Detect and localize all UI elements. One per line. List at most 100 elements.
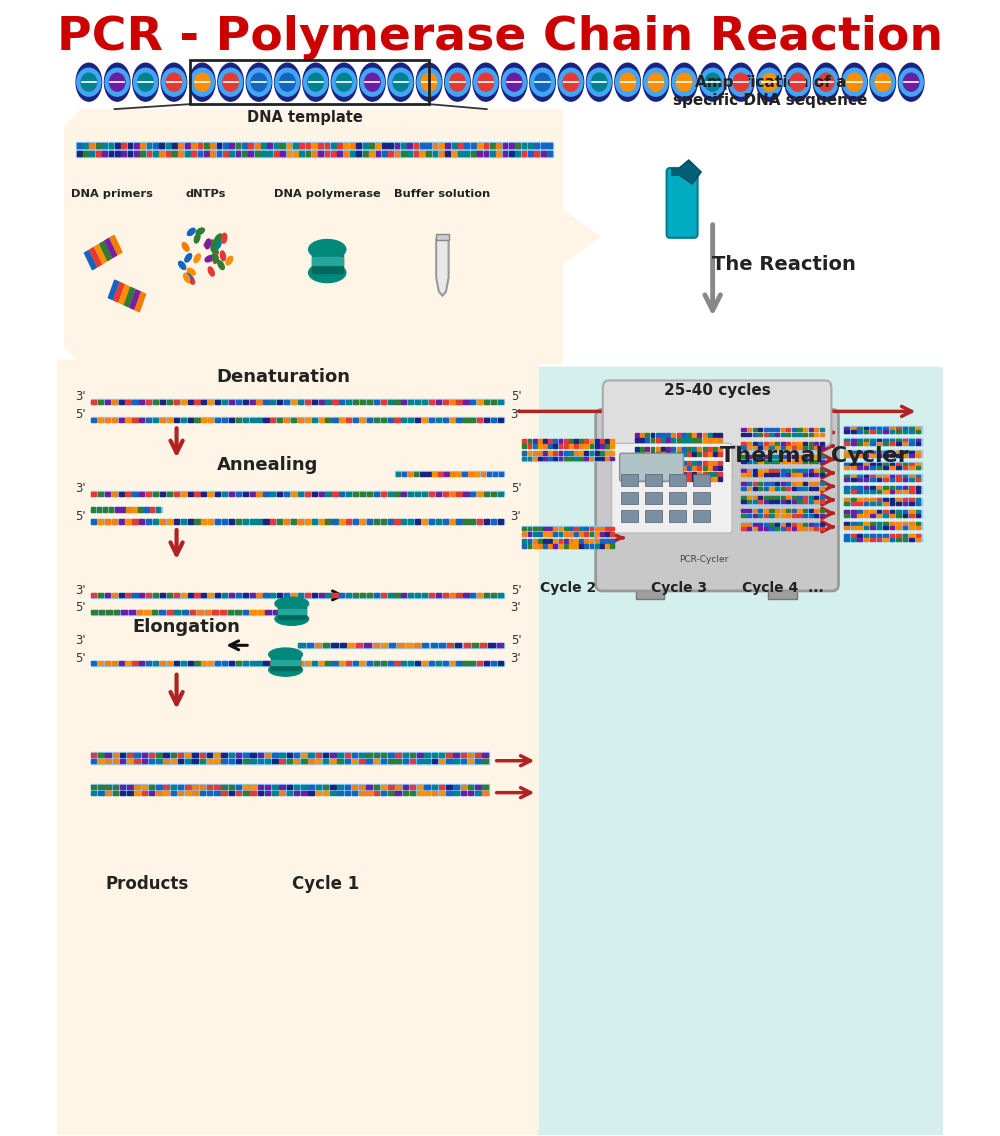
- Bar: [142, 785, 147, 788]
- Ellipse shape: [309, 240, 346, 259]
- Bar: [844, 454, 922, 458]
- Bar: [298, 418, 303, 421]
- Bar: [438, 471, 443, 476]
- Bar: [446, 753, 452, 757]
- Bar: [178, 785, 183, 788]
- Ellipse shape: [275, 68, 299, 97]
- Ellipse shape: [814, 68, 838, 97]
- Bar: [305, 661, 310, 666]
- Bar: [105, 418, 110, 421]
- Bar: [857, 499, 862, 501]
- Bar: [844, 454, 849, 457]
- Bar: [656, 438, 660, 442]
- Bar: [781, 500, 785, 503]
- Bar: [450, 661, 455, 666]
- Bar: [330, 753, 336, 757]
- Bar: [758, 527, 762, 531]
- Bar: [132, 418, 138, 421]
- Bar: [105, 239, 117, 258]
- Bar: [171, 759, 176, 763]
- Bar: [775, 495, 779, 499]
- Bar: [119, 418, 124, 421]
- Ellipse shape: [194, 73, 210, 91]
- Ellipse shape: [182, 243, 189, 251]
- Bar: [150, 508, 154, 511]
- Bar: [388, 661, 393, 666]
- Ellipse shape: [331, 64, 357, 101]
- Bar: [91, 507, 162, 512]
- Bar: [146, 400, 151, 404]
- Bar: [538, 538, 542, 543]
- Ellipse shape: [269, 663, 302, 676]
- Bar: [153, 661, 158, 666]
- Bar: [109, 508, 113, 511]
- Bar: [102, 143, 107, 149]
- Bar: [661, 446, 665, 451]
- Bar: [877, 451, 881, 453]
- Bar: [214, 759, 220, 763]
- Bar: [909, 534, 914, 537]
- Bar: [903, 478, 907, 481]
- Bar: [408, 400, 413, 404]
- Bar: [870, 467, 875, 469]
- Bar: [916, 538, 920, 541]
- Bar: [89, 143, 94, 149]
- Bar: [76, 142, 553, 149]
- Bar: [741, 474, 746, 476]
- Bar: [363, 143, 368, 149]
- Bar: [903, 454, 907, 457]
- Bar: [381, 519, 386, 524]
- Bar: [814, 527, 818, 531]
- Bar: [781, 469, 785, 471]
- Bar: [337, 151, 342, 157]
- Bar: [147, 143, 151, 149]
- Bar: [284, 400, 289, 404]
- Bar: [345, 791, 350, 795]
- Bar: [661, 452, 665, 456]
- Bar: [792, 446, 796, 450]
- Bar: [420, 471, 425, 476]
- Bar: [222, 661, 227, 666]
- Bar: [243, 791, 249, 795]
- Bar: [645, 438, 649, 442]
- Bar: [137, 610, 142, 615]
- Bar: [645, 477, 649, 481]
- Bar: [121, 151, 126, 157]
- Bar: [682, 452, 686, 456]
- Bar: [415, 492, 420, 495]
- Bar: [741, 509, 746, 512]
- Bar: [803, 513, 807, 517]
- Bar: [401, 593, 406, 598]
- Bar: [293, 151, 298, 157]
- Bar: [909, 510, 914, 513]
- Bar: [323, 791, 328, 795]
- Bar: [228, 610, 233, 615]
- Bar: [212, 610, 218, 615]
- Bar: [359, 785, 365, 788]
- Bar: [864, 499, 868, 501]
- Bar: [522, 544, 615, 549]
- Text: DNA template: DNA template: [247, 110, 363, 125]
- Bar: [278, 603, 306, 619]
- Bar: [769, 486, 774, 490]
- Bar: [395, 471, 504, 476]
- Bar: [305, 593, 310, 598]
- Bar: [503, 151, 507, 157]
- Bar: [781, 486, 785, 490]
- Bar: [640, 452, 644, 456]
- Bar: [747, 433, 751, 436]
- Bar: [291, 661, 296, 666]
- Bar: [306, 151, 310, 157]
- Bar: [528, 532, 531, 536]
- Bar: [697, 438, 701, 442]
- Bar: [263, 492, 269, 495]
- Bar: [243, 759, 249, 763]
- Bar: [671, 168, 692, 176]
- Bar: [498, 519, 503, 524]
- Bar: [453, 785, 459, 788]
- Bar: [340, 643, 346, 648]
- Bar: [758, 509, 762, 512]
- Bar: [844, 478, 849, 481]
- Bar: [896, 438, 901, 441]
- Bar: [769, 460, 774, 462]
